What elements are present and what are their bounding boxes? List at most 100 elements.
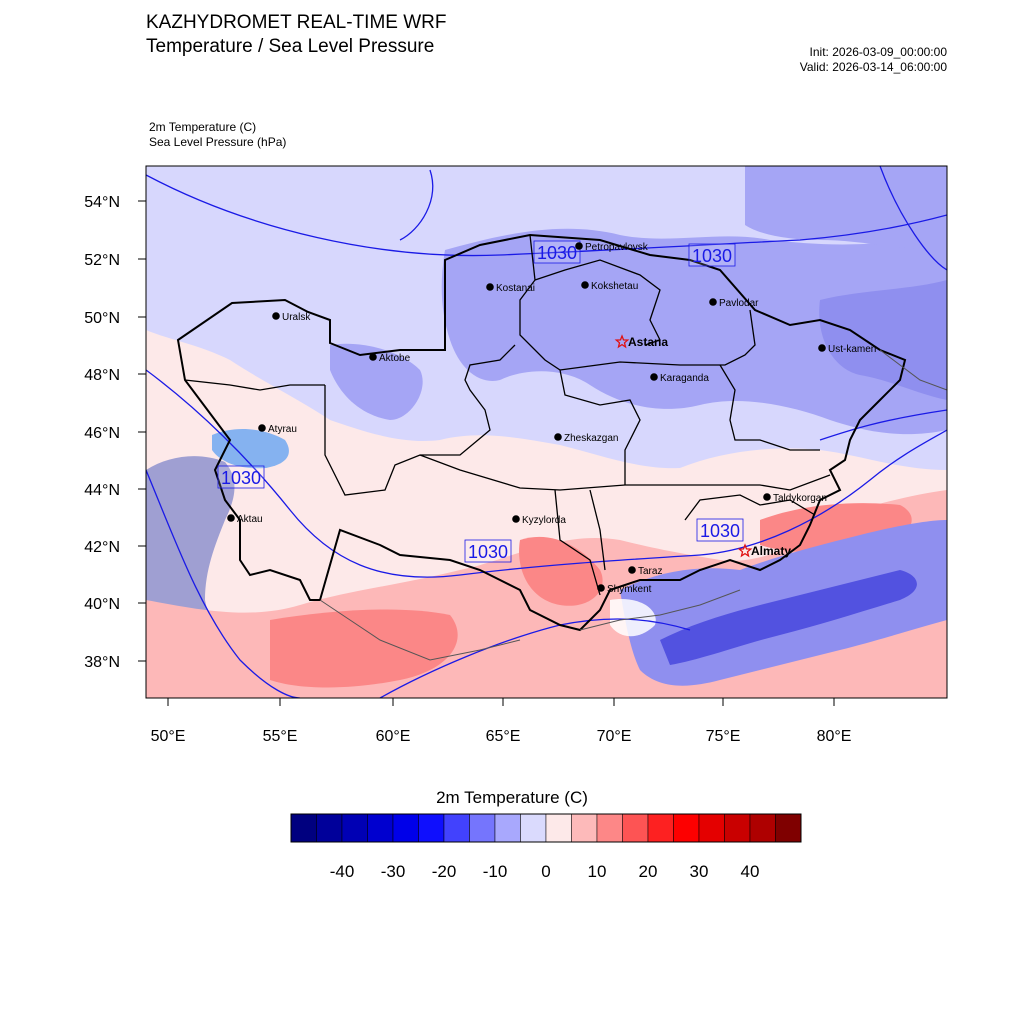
isobar-label-box <box>464 539 512 563</box>
longitude-label: 50°E <box>151 728 186 745</box>
colorbar-swatch <box>647 813 674 843</box>
isobar-label-box <box>533 240 581 264</box>
region-border <box>519 234 641 485</box>
longitude-label: 75°E <box>706 728 741 745</box>
isobar-label: 1030 <box>468 542 508 562</box>
colorbar-swatch <box>673 813 700 843</box>
colorbar-swatch <box>596 813 623 843</box>
colorbar-swatch <box>418 813 445 843</box>
colorbar-tick-label: -40 <box>330 862 355 881</box>
latitude-label: 46°N <box>84 425 120 442</box>
longitude-label: 65°E <box>486 728 521 745</box>
colorbar-tick-label: 40 <box>741 862 760 881</box>
region-border <box>589 489 606 571</box>
colorbar-swatch <box>520 813 547 843</box>
colorbar-tick-label: 20 <box>639 862 658 881</box>
colorbar-swatch <box>469 813 496 843</box>
colorbar-title: 2m Temperature (C) <box>436 788 588 807</box>
isobar-contour-south <box>146 469 301 698</box>
temperature-colorbar: -40 -30 -20 -10 0 10 20 30 40 <box>290 813 802 881</box>
city-label: Taldykorgan <box>773 493 827 504</box>
city-label: Kostanai <box>496 283 535 294</box>
init-time: Init: 2026-03-09_00:00:00 <box>809 45 947 59</box>
colorbar-swatch <box>290 813 317 843</box>
region-border <box>184 379 325 391</box>
longitude-label: 70°E <box>597 728 632 745</box>
cold-region-east <box>819 280 947 400</box>
city-dot-icon <box>818 344 826 352</box>
field-label-temperature: 2m Temperature (C) <box>149 120 257 134</box>
colorbar-tick-label: 10 <box>588 862 607 881</box>
city-dot-icon <box>709 298 717 306</box>
neighbor-border <box>879 349 948 391</box>
region-border <box>534 259 661 346</box>
latitude-axis: 54°N 52°N 50°N 48°N 46°N 44°N 42°N 40°N 38°N <box>84 194 146 671</box>
isobar-contour-east <box>819 409 947 441</box>
cold-region <box>441 228 947 435</box>
cold-region-northeast <box>745 166 947 250</box>
city-dot-icon <box>227 514 235 522</box>
mountain-snow <box>610 599 656 637</box>
region-border <box>419 454 626 491</box>
hot-region-south <box>270 609 458 688</box>
city-dot-icon <box>554 433 562 441</box>
north-caspian-cold <box>212 428 289 469</box>
longitude-label: 60°E <box>376 728 411 745</box>
country-border <box>176 233 907 632</box>
isobar-contour-northeast <box>879 166 947 271</box>
city-label: Kokshetau <box>591 281 638 292</box>
city-dot-icon <box>763 493 771 501</box>
city-dot-icon <box>650 373 658 381</box>
city-label: Atyrau <box>268 424 297 435</box>
isobar-contour-central <box>146 369 947 578</box>
colorbar-tick-label: -30 <box>381 862 406 881</box>
colorbar-swatch <box>341 813 368 843</box>
isobar-label-box <box>696 518 744 542</box>
city-label: Astana <box>628 335 668 349</box>
city-label: Shymkent <box>607 584 652 595</box>
cold-region-west <box>330 343 423 420</box>
colorbar-swatch <box>392 813 419 843</box>
latitude-label: 52°N <box>84 252 120 269</box>
city-label: Kyzylorda <box>522 515 566 526</box>
neighbor-border <box>319 599 521 661</box>
city-label: Aktau <box>237 514 263 525</box>
latitude-label: 54°N <box>84 194 120 211</box>
colorbar-swatch <box>622 813 649 843</box>
colorbar-swatch <box>749 813 776 843</box>
field-label-pressure: Sea Level Pressure (hPa) <box>149 135 287 149</box>
latitude-label: 44°N <box>84 482 120 499</box>
city-dot-icon <box>272 312 280 320</box>
colorbar-swatch <box>316 813 343 843</box>
colorbar-swatch <box>571 813 598 843</box>
longitude-label: 80°E <box>817 728 852 745</box>
city-dot-icon <box>597 584 605 592</box>
city-label: Petropavlovsk <box>585 242 649 253</box>
latitude-label: 50°N <box>84 310 120 327</box>
isobar-label: 1030 <box>221 468 261 488</box>
latitude-label: 42°N <box>84 539 120 556</box>
colorbar-swatch <box>443 813 470 843</box>
colorbar-tick-label: -10 <box>483 862 508 881</box>
neighbor-border <box>579 589 741 631</box>
capital-star-icon <box>737 543 753 558</box>
region-borders <box>184 234 831 596</box>
neighbor-borders <box>319 349 948 661</box>
isobar-label-box <box>688 243 736 267</box>
city-dot-icon <box>486 283 494 291</box>
isobar-label: 1030 <box>537 243 577 263</box>
colorbar-tick-label: 0 <box>541 862 550 881</box>
capital-star-icon <box>614 334 630 349</box>
city-dot-icon <box>575 242 583 250</box>
city-dot-icon <box>512 515 520 523</box>
colorbar-swatch <box>775 813 802 843</box>
mountain-very-cold <box>660 570 917 665</box>
isobar-contour-west <box>399 169 434 241</box>
latitude-label: 38°N <box>84 654 120 671</box>
chart-title: KAZHYDROMET REAL-TIME WRF <box>146 12 447 33</box>
city-label: Pavlodar <box>719 298 759 309</box>
city-label: Zheskazgan <box>564 433 618 444</box>
colorbar-swatch <box>494 813 521 843</box>
city-label: Almaty <box>751 544 791 558</box>
